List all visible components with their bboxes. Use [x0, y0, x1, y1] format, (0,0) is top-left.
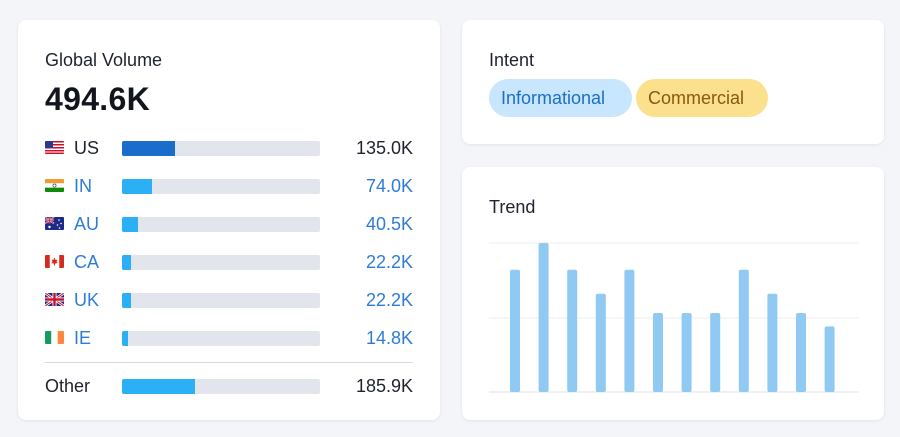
trend-bar-12[interactable] — [824, 326, 835, 392]
country-row-uk[interactable]: UK 22.2K — [45, 288, 413, 312]
volume-bar-fill-au — [122, 217, 138, 232]
global-volume-card: Global Volume 494.6K US 135.0K — [18, 20, 440, 420]
volume-bar-track-other — [122, 379, 320, 394]
trend-bar-2[interactable] — [538, 243, 549, 392]
volume-bar-track-us — [122, 141, 320, 156]
country-code-us: US — [74, 138, 100, 158]
volume-value-ca[interactable]: 22.2K — [365, 252, 413, 272]
volume-bar-track-in — [122, 179, 320, 194]
ca-flag-icon — [45, 255, 64, 268]
country-code-au[interactable]: AU — [74, 214, 100, 234]
ie-flag-icon — [45, 331, 64, 344]
intent-card: Intent Informational Commercial — [462, 20, 884, 144]
country-row-us: US 135.0K — [45, 136, 413, 160]
trend-chart — [489, 242, 859, 393]
country-code-in[interactable]: IN — [74, 176, 92, 196]
volume-bar-fill-uk — [122, 293, 131, 308]
volume-bar-track-ca — [122, 255, 320, 270]
volume-bar-track-ie — [122, 331, 320, 346]
volume-value-au[interactable]: 40.5K — [365, 214, 413, 234]
volume-bar-fill-us — [122, 141, 176, 156]
global-volume-title: Global Volume — [45, 50, 163, 70]
volume-bar-track-uk — [122, 293, 320, 308]
intent-tag-informational[interactable]: Informational — [489, 79, 632, 117]
us-flag-icon — [45, 141, 64, 154]
country-row-ca[interactable]: CA 22.2K — [45, 250, 413, 274]
trend-card: Trend — [462, 167, 884, 420]
trend-bar-1[interactable] — [510, 269, 520, 392]
country-code-ca[interactable]: CA — [74, 252, 100, 272]
trend-bar-4[interactable] — [595, 293, 606, 392]
volume-bar-fill-other — [122, 379, 196, 394]
intent-title: Intent — [489, 50, 535, 70]
volume-value-uk[interactable]: 22.2K — [365, 290, 413, 310]
trend-bar-8[interactable] — [710, 313, 721, 392]
volume-value-in[interactable]: 74.0K — [365, 176, 413, 196]
global-volume-total: 494.6K — [45, 81, 150, 117]
trend-bar-3[interactable] — [567, 269, 578, 392]
volume-value-ie[interactable]: 14.8K — [365, 328, 413, 348]
trend-bar-11[interactable] — [796, 313, 806, 392]
country-code-ie[interactable]: IE — [74, 328, 92, 348]
country-row-other: Other 185.9K — [45, 374, 413, 398]
trend-bar-9[interactable] — [738, 269, 749, 392]
trend-title: Trend — [489, 197, 536, 217]
trend-bar-7[interactable] — [681, 313, 692, 392]
volume-bar-fill-ca — [122, 255, 131, 270]
trend-bar-5[interactable] — [624, 269, 635, 392]
volume-value-other: 185.9K — [355, 376, 413, 396]
intent-tag-commercial[interactable]: Commercial — [636, 79, 768, 117]
country-row-au[interactable]: AU 40.5K — [45, 212, 413, 236]
volume-bar-fill-ie — [122, 331, 128, 346]
uk-flag-icon — [45, 293, 64, 306]
volume-value-us: 135.0K — [355, 138, 413, 158]
in-flag-icon — [45, 179, 64, 192]
country-row-in[interactable]: IN 74.0K — [45, 174, 413, 198]
au-flag-icon — [45, 217, 64, 230]
trend-bar-6[interactable] — [653, 313, 663, 392]
trend-bar-10[interactable] — [767, 293, 778, 392]
other-label: Other — [45, 376, 91, 396]
country-row-ie[interactable]: IE 14.8K — [45, 326, 413, 350]
volume-divider — [45, 362, 413, 363]
volume-bar-fill-in — [122, 179, 152, 194]
country-code-uk[interactable]: UK — [74, 290, 100, 310]
volume-bar-track-au — [122, 217, 320, 232]
